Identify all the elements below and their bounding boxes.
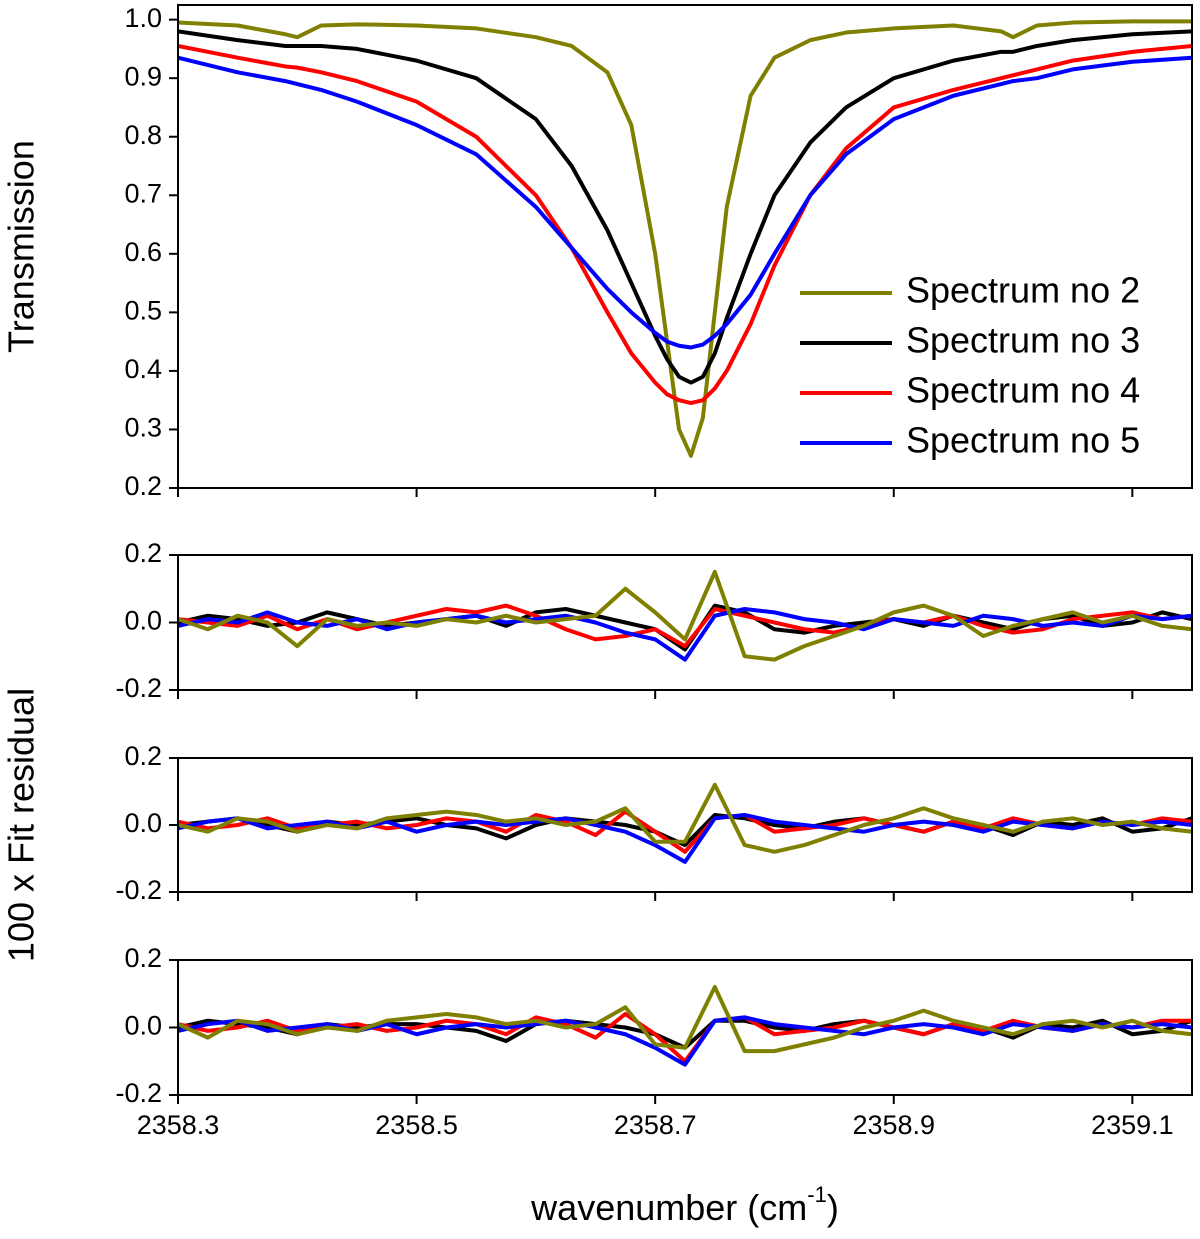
series-line — [178, 782, 1192, 854]
y-tick-label: -0.2 — [115, 875, 162, 905]
series-line — [178, 809, 1192, 854]
y-tick-label: 0.3 — [124, 413, 162, 443]
y-tick-label: 0.2 — [124, 538, 162, 568]
x-axis-label: wavenumber (cm-1) — [530, 1182, 839, 1228]
series-line — [178, 985, 1192, 1054]
legend-label: Spectrum no 3 — [906, 320, 1140, 361]
y-tick-label: 0.9 — [124, 61, 162, 91]
x-tick-label: 2358.9 — [852, 1110, 935, 1140]
y-tick-label: 0.7 — [124, 178, 162, 208]
y-tick-label: 0.2 — [124, 943, 162, 973]
plot-frame — [177, 4, 1193, 489]
y-tick-label: 0.0 — [124, 1011, 162, 1041]
x-tick-label: 2358.3 — [137, 1110, 220, 1140]
series-line — [178, 29, 1192, 385]
series-line — [178, 607, 1192, 662]
y-axis-label: Transmission — [1, 140, 42, 353]
x-tick-label: 2359.1 — [1091, 1110, 1174, 1140]
series-line — [178, 19, 1192, 458]
legend-label: Spectrum no 5 — [906, 420, 1140, 461]
y-tick-label: -0.2 — [115, 1078, 162, 1108]
y-tick-label: 0.4 — [124, 354, 162, 384]
y-tick-label: 0.8 — [124, 120, 162, 150]
series-line — [178, 43, 1192, 406]
x-tick-label: 2358.7 — [614, 1110, 697, 1140]
series-line — [178, 1012, 1192, 1064]
y-tick-label: 0.0 — [124, 606, 162, 636]
y-tick-label: 0.6 — [124, 237, 162, 267]
x-axis-label-text: wavenumber (cm — [530, 1187, 807, 1228]
y-tick-label: 0.2 — [124, 471, 162, 501]
plot-frame — [177, 959, 1193, 1096]
y-tick-label: -0.2 — [115, 673, 162, 703]
legend-label: Spectrum no 4 — [906, 370, 1140, 411]
x-axis-label-sup: -1 — [807, 1182, 827, 1207]
plot-frame — [177, 554, 1193, 691]
x-axis-label-tail: ) — [827, 1187, 839, 1228]
y-tick-label: 0.0 — [124, 808, 162, 838]
plot-frame — [177, 757, 1193, 893]
series-line — [178, 569, 1192, 662]
series-line — [178, 55, 1192, 350]
x-tick-label: 2358.5 — [375, 1110, 458, 1140]
series-line — [178, 603, 1192, 649]
y-axis-label: 100 x Fit residual — [1, 688, 42, 962]
y-tick-label: 0.5 — [124, 295, 162, 325]
y-tick-label: 0.2 — [124, 741, 162, 771]
y-tick-label: 1.0 — [124, 3, 162, 33]
series-line — [178, 603, 1192, 652]
legend-label: Spectrum no 2 — [906, 270, 1140, 311]
